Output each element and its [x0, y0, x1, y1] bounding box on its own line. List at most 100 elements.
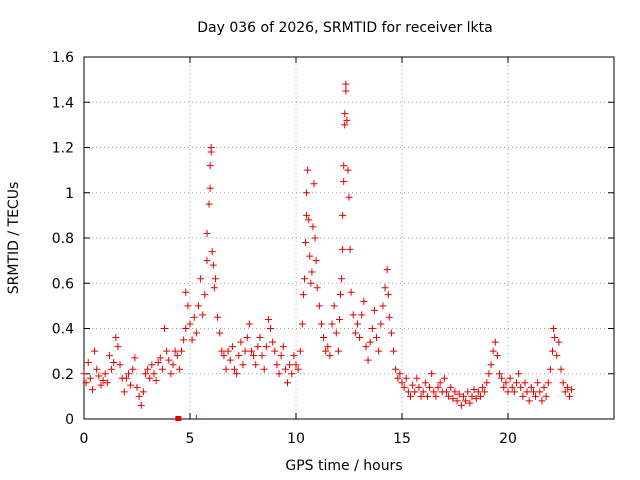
data-point	[243, 334, 251, 342]
data-point	[84, 358, 92, 366]
x-tick-label: 20	[499, 431, 517, 447]
data-point	[491, 338, 499, 346]
data-point	[192, 329, 200, 337]
data-point	[423, 392, 431, 400]
data-point	[394, 374, 402, 382]
data-point	[555, 338, 563, 346]
data-point	[498, 374, 506, 382]
data-point	[205, 200, 213, 208]
data-point	[110, 358, 118, 366]
data-point	[481, 388, 489, 396]
x-tick-label: 5	[186, 431, 195, 447]
data-point	[228, 343, 236, 351]
data-point	[184, 302, 192, 310]
data-point	[169, 361, 177, 369]
data-point	[208, 248, 216, 256]
data-point	[101, 370, 109, 378]
data-point	[335, 315, 343, 323]
data-point	[306, 252, 314, 260]
data-point	[351, 329, 359, 337]
data-point	[489, 347, 497, 355]
chart-title: Day 036 of 2026, SRMTID for receiver lkt…	[197, 20, 492, 36]
data-point	[434, 383, 442, 391]
data-point	[245, 320, 253, 328]
data-point	[544, 379, 552, 387]
data-point	[239, 361, 247, 369]
data-point	[339, 245, 347, 253]
data-point	[406, 392, 414, 400]
data-point	[122, 374, 130, 382]
data-point	[167, 370, 175, 378]
y-tick-label: 0.6	[52, 276, 74, 292]
data-point	[125, 370, 133, 378]
data-point	[549, 347, 557, 355]
data-point	[521, 379, 529, 387]
data-point	[312, 257, 320, 265]
data-point	[91, 347, 99, 355]
data-point	[286, 361, 294, 369]
data-point	[559, 379, 567, 387]
data-point	[220, 352, 228, 360]
data-point	[148, 361, 156, 369]
data-point	[337, 291, 345, 299]
data-point	[304, 166, 312, 174]
data-point	[116, 361, 124, 369]
data-point	[277, 352, 285, 360]
data-point	[211, 275, 219, 283]
data-point	[311, 234, 319, 242]
data-point	[390, 347, 398, 355]
y-tick-label: 0.8	[52, 231, 74, 247]
data-point	[281, 365, 289, 373]
data-point	[428, 370, 436, 378]
data-point	[364, 356, 372, 364]
data-point	[557, 365, 565, 373]
data-point	[347, 288, 355, 296]
data-point	[262, 343, 270, 351]
data-point	[502, 379, 510, 387]
data-point	[279, 343, 287, 351]
data-point	[315, 302, 323, 310]
data-point	[256, 334, 264, 342]
data-point	[379, 302, 387, 310]
data-point	[303, 189, 311, 197]
data-point	[512, 379, 520, 387]
data-point	[506, 374, 514, 382]
data-point	[383, 266, 391, 274]
data-point	[146, 374, 154, 382]
data-point	[368, 325, 376, 332]
data-point	[344, 166, 352, 174]
data-point	[231, 365, 239, 373]
data-point	[226, 356, 234, 364]
data-point	[472, 395, 480, 403]
x-tick-label: 15	[393, 431, 411, 447]
data-point	[86, 374, 94, 382]
data-point	[534, 379, 542, 387]
data-point	[353, 320, 361, 328]
data-point	[330, 302, 338, 310]
data-point	[377, 320, 385, 328]
data-point	[175, 365, 183, 373]
data-point	[299, 291, 307, 299]
data-point	[339, 211, 347, 219]
data-point	[93, 365, 101, 373]
data-point	[474, 388, 482, 396]
data-point	[341, 110, 349, 118]
data-point	[536, 388, 544, 396]
data-point	[206, 162, 214, 170]
data-series-srmtid	[80, 80, 576, 421]
data-point	[415, 383, 423, 391]
data-point	[114, 343, 122, 351]
data-point	[154, 358, 162, 366]
data-point	[137, 401, 145, 409]
data-point	[141, 370, 149, 378]
y-tick-label: 0	[65, 412, 74, 428]
data-point	[300, 275, 308, 283]
data-point	[233, 370, 241, 378]
data-point	[80, 370, 88, 378]
data-point	[445, 392, 453, 400]
data-point	[519, 392, 527, 400]
data-point	[324, 343, 332, 351]
data-point	[302, 239, 310, 247]
data-point	[370, 306, 378, 314]
data-point	[201, 291, 209, 299]
